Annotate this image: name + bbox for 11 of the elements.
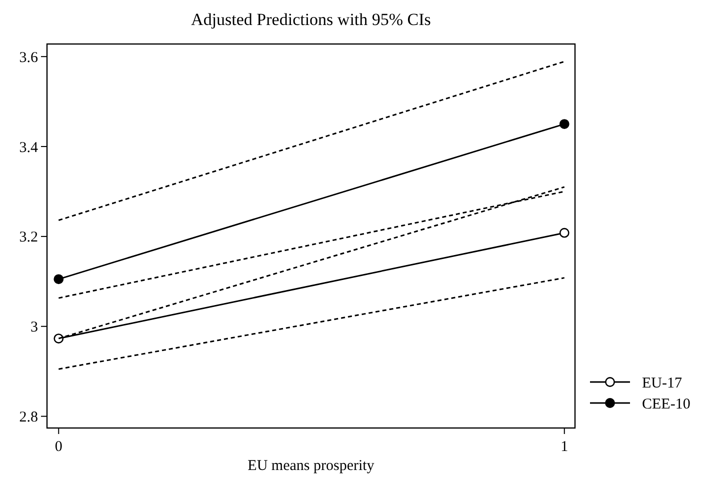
x-axis-title: EU means prosperity <box>248 458 375 474</box>
chart-title: Adjusted Predictions with 95% CIs <box>191 10 431 29</box>
x-tick-label: 0 <box>54 439 62 455</box>
y-tick-label: 3.6 <box>19 50 38 66</box>
y-tick-label: 3.2 <box>19 230 38 246</box>
legend-label: CEE-10 <box>642 396 690 412</box>
y-tick-label: 3 <box>30 320 38 336</box>
legend-label: EU-17 <box>642 375 682 392</box>
y-tick-label: 3.4 <box>19 140 38 156</box>
x-tick-label: 1 <box>560 439 568 455</box>
y-tick-label: 2.8 <box>19 410 38 426</box>
